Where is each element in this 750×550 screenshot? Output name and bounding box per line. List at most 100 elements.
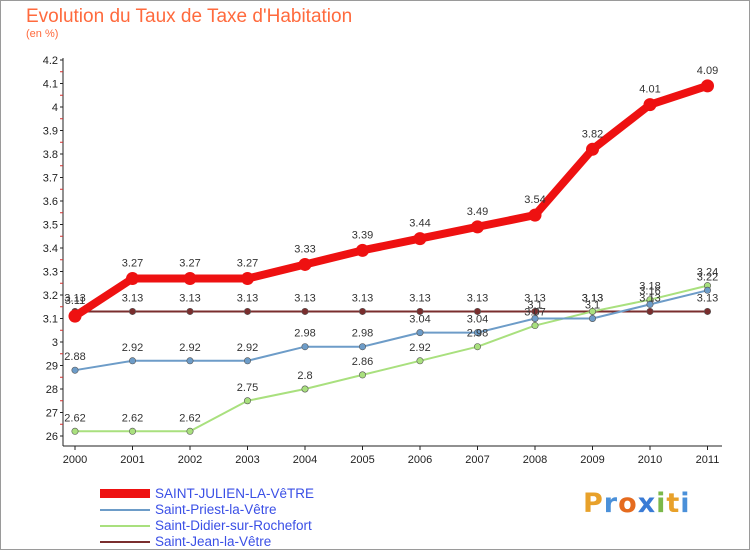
legend-swatch-saint-priest [100, 509, 150, 511]
data-label-3: 3.13 [122, 292, 143, 304]
data-label-1: 2.98 [352, 328, 373, 340]
x-tick-label: 2006 [408, 454, 432, 466]
logo-letter: t [666, 488, 681, 519]
x-tick-label: 2004 [293, 454, 317, 466]
series-point-1 [129, 357, 137, 365]
data-label-0: 3.39 [352, 229, 373, 241]
series-point-2 [301, 385, 309, 393]
series-point-2 [358, 371, 366, 379]
series-line-1 [74, 289, 709, 372]
legend: SAINT-JULIEN-LA-VêTRE Saint-Priest-la-Vê… [100, 486, 380, 550]
series-point-0 [586, 142, 599, 156]
logo-letter: r [603, 488, 619, 519]
data-label-3: 3.13 [409, 292, 430, 304]
x-tick-label: 2000 [63, 454, 87, 466]
data-label-3: 3.13 [582, 292, 603, 304]
series-point-2 [186, 427, 194, 435]
logo-letter: i [680, 488, 691, 519]
y-tick-label: 4.2 [43, 55, 58, 67]
y-tick-label: 27 [46, 408, 58, 420]
legend-label-saint-priest: Saint-Priest-la-Vêtre [155, 502, 277, 517]
data-label-0: 4.01 [639, 84, 660, 96]
data-label-3: 3.13 [352, 292, 373, 304]
series-point-0 [471, 220, 484, 234]
data-label-2: 3.13 [582, 292, 603, 304]
x-tick-label: 2010 [638, 454, 662, 466]
data-label-1: 2.92 [179, 342, 200, 354]
y-tick-label: 3.5 [43, 220, 58, 232]
series-point-1 [531, 314, 539, 322]
series-line-2 [74, 284, 709, 433]
chart-title: Evolution du Taux de Taxe d'Habitation [26, 6, 353, 27]
data-label-2: 2.62 [179, 412, 200, 424]
series-point-1 [703, 286, 711, 294]
series-point-1 [244, 357, 252, 365]
series-point-3 [358, 307, 366, 315]
series-point-0 [126, 272, 139, 286]
series-point-0 [298, 257, 312, 271]
series-point-1 [358, 343, 366, 351]
y-tick-label: 3.6 [43, 196, 58, 208]
line-chart: 26 27 28 29 3 3.1 3.2 3.3 3.4 3.5 3.6 3.7 3.8 3.9 4 4.1… [43, 55, 722, 466]
x-tick-label: 2003 [235, 454, 259, 466]
data-label-1: 2.98 [294, 328, 315, 340]
data-label-0: 3.33 [294, 243, 315, 255]
data-label-1: 3.1 [585, 300, 600, 312]
y-tick-label: 26 [46, 431, 58, 443]
legend-label-saint-didier: Saint-Didier-sur-Rochefort [155, 518, 312, 533]
y-tick-label: 3.7 [43, 173, 58, 185]
series-point-2 [588, 307, 596, 315]
y-tick-label: 3.1 [43, 314, 58, 326]
data-label-0: 3.49 [467, 206, 488, 218]
series-line-0 [71, 81, 712, 321]
x-tick-label: 2008 [523, 454, 547, 466]
data-label-2: 2.98 [467, 328, 488, 340]
y-tick-label: 4 [52, 102, 58, 114]
proxiti-logo: Proxiti [583, 488, 691, 519]
data-label-1: 3.04 [467, 314, 488, 326]
series-point-3 [531, 307, 539, 315]
series-point-3 [129, 307, 137, 315]
series-point-3 [301, 307, 309, 315]
y-tick-label: 4.1 [43, 79, 58, 91]
series-point-0 [643, 98, 657, 112]
data-label-3: 3.13 [697, 292, 718, 304]
data-label-1: 3.16 [639, 285, 660, 297]
logo-letter: x [637, 488, 657, 519]
data-label-0: 3.27 [237, 258, 258, 270]
data-label-2: 2.75 [237, 382, 258, 394]
data-label-3: 3.13 [294, 292, 315, 304]
logo-letter: P [583, 488, 604, 519]
data-label-0: 3.27 [179, 258, 200, 270]
data-label-0: 3.27 [122, 258, 143, 270]
x-tick-label: 2011 [696, 454, 720, 466]
series-point-3 [244, 307, 252, 315]
data-label-2: 2.86 [352, 356, 373, 368]
y-tick-label: 3.4 [43, 243, 58, 255]
data-label-2: 2.62 [64, 412, 85, 424]
series-point-1 [646, 300, 654, 308]
x-tick-label: 2007 [465, 454, 489, 466]
data-label-2: 3.18 [639, 281, 660, 293]
series-point-2 [129, 427, 137, 435]
series-point-2 [71, 427, 79, 435]
series-point-0 [356, 243, 369, 257]
x-tick-label: 2005 [350, 454, 374, 466]
y-tick-label: 29 [46, 361, 58, 373]
data-label-1: 3.04 [409, 314, 430, 326]
y-tick-label: 3.9 [43, 126, 58, 138]
data-label-0: 3.44 [409, 218, 430, 230]
series-point-3 [473, 307, 481, 315]
logo-letter: o [618, 488, 638, 519]
data-label-2: 2.8 [297, 370, 312, 382]
legend-swatch-saint-julien [100, 489, 150, 498]
x-tick-label: 2002 [178, 454, 202, 466]
series-point-3 [186, 307, 194, 315]
data-label-2: 2.62 [122, 412, 143, 424]
legend-item-saint-priest: Saint-Priest-la-Vêtre [100, 502, 380, 518]
y-tick-label: 28 [46, 384, 58, 396]
y-tick-label: 3.3 [43, 267, 58, 279]
data-label-1: 2.92 [122, 342, 143, 354]
legend-item-saint-didier: Saint-Didier-sur-Rochefort [100, 518, 380, 534]
